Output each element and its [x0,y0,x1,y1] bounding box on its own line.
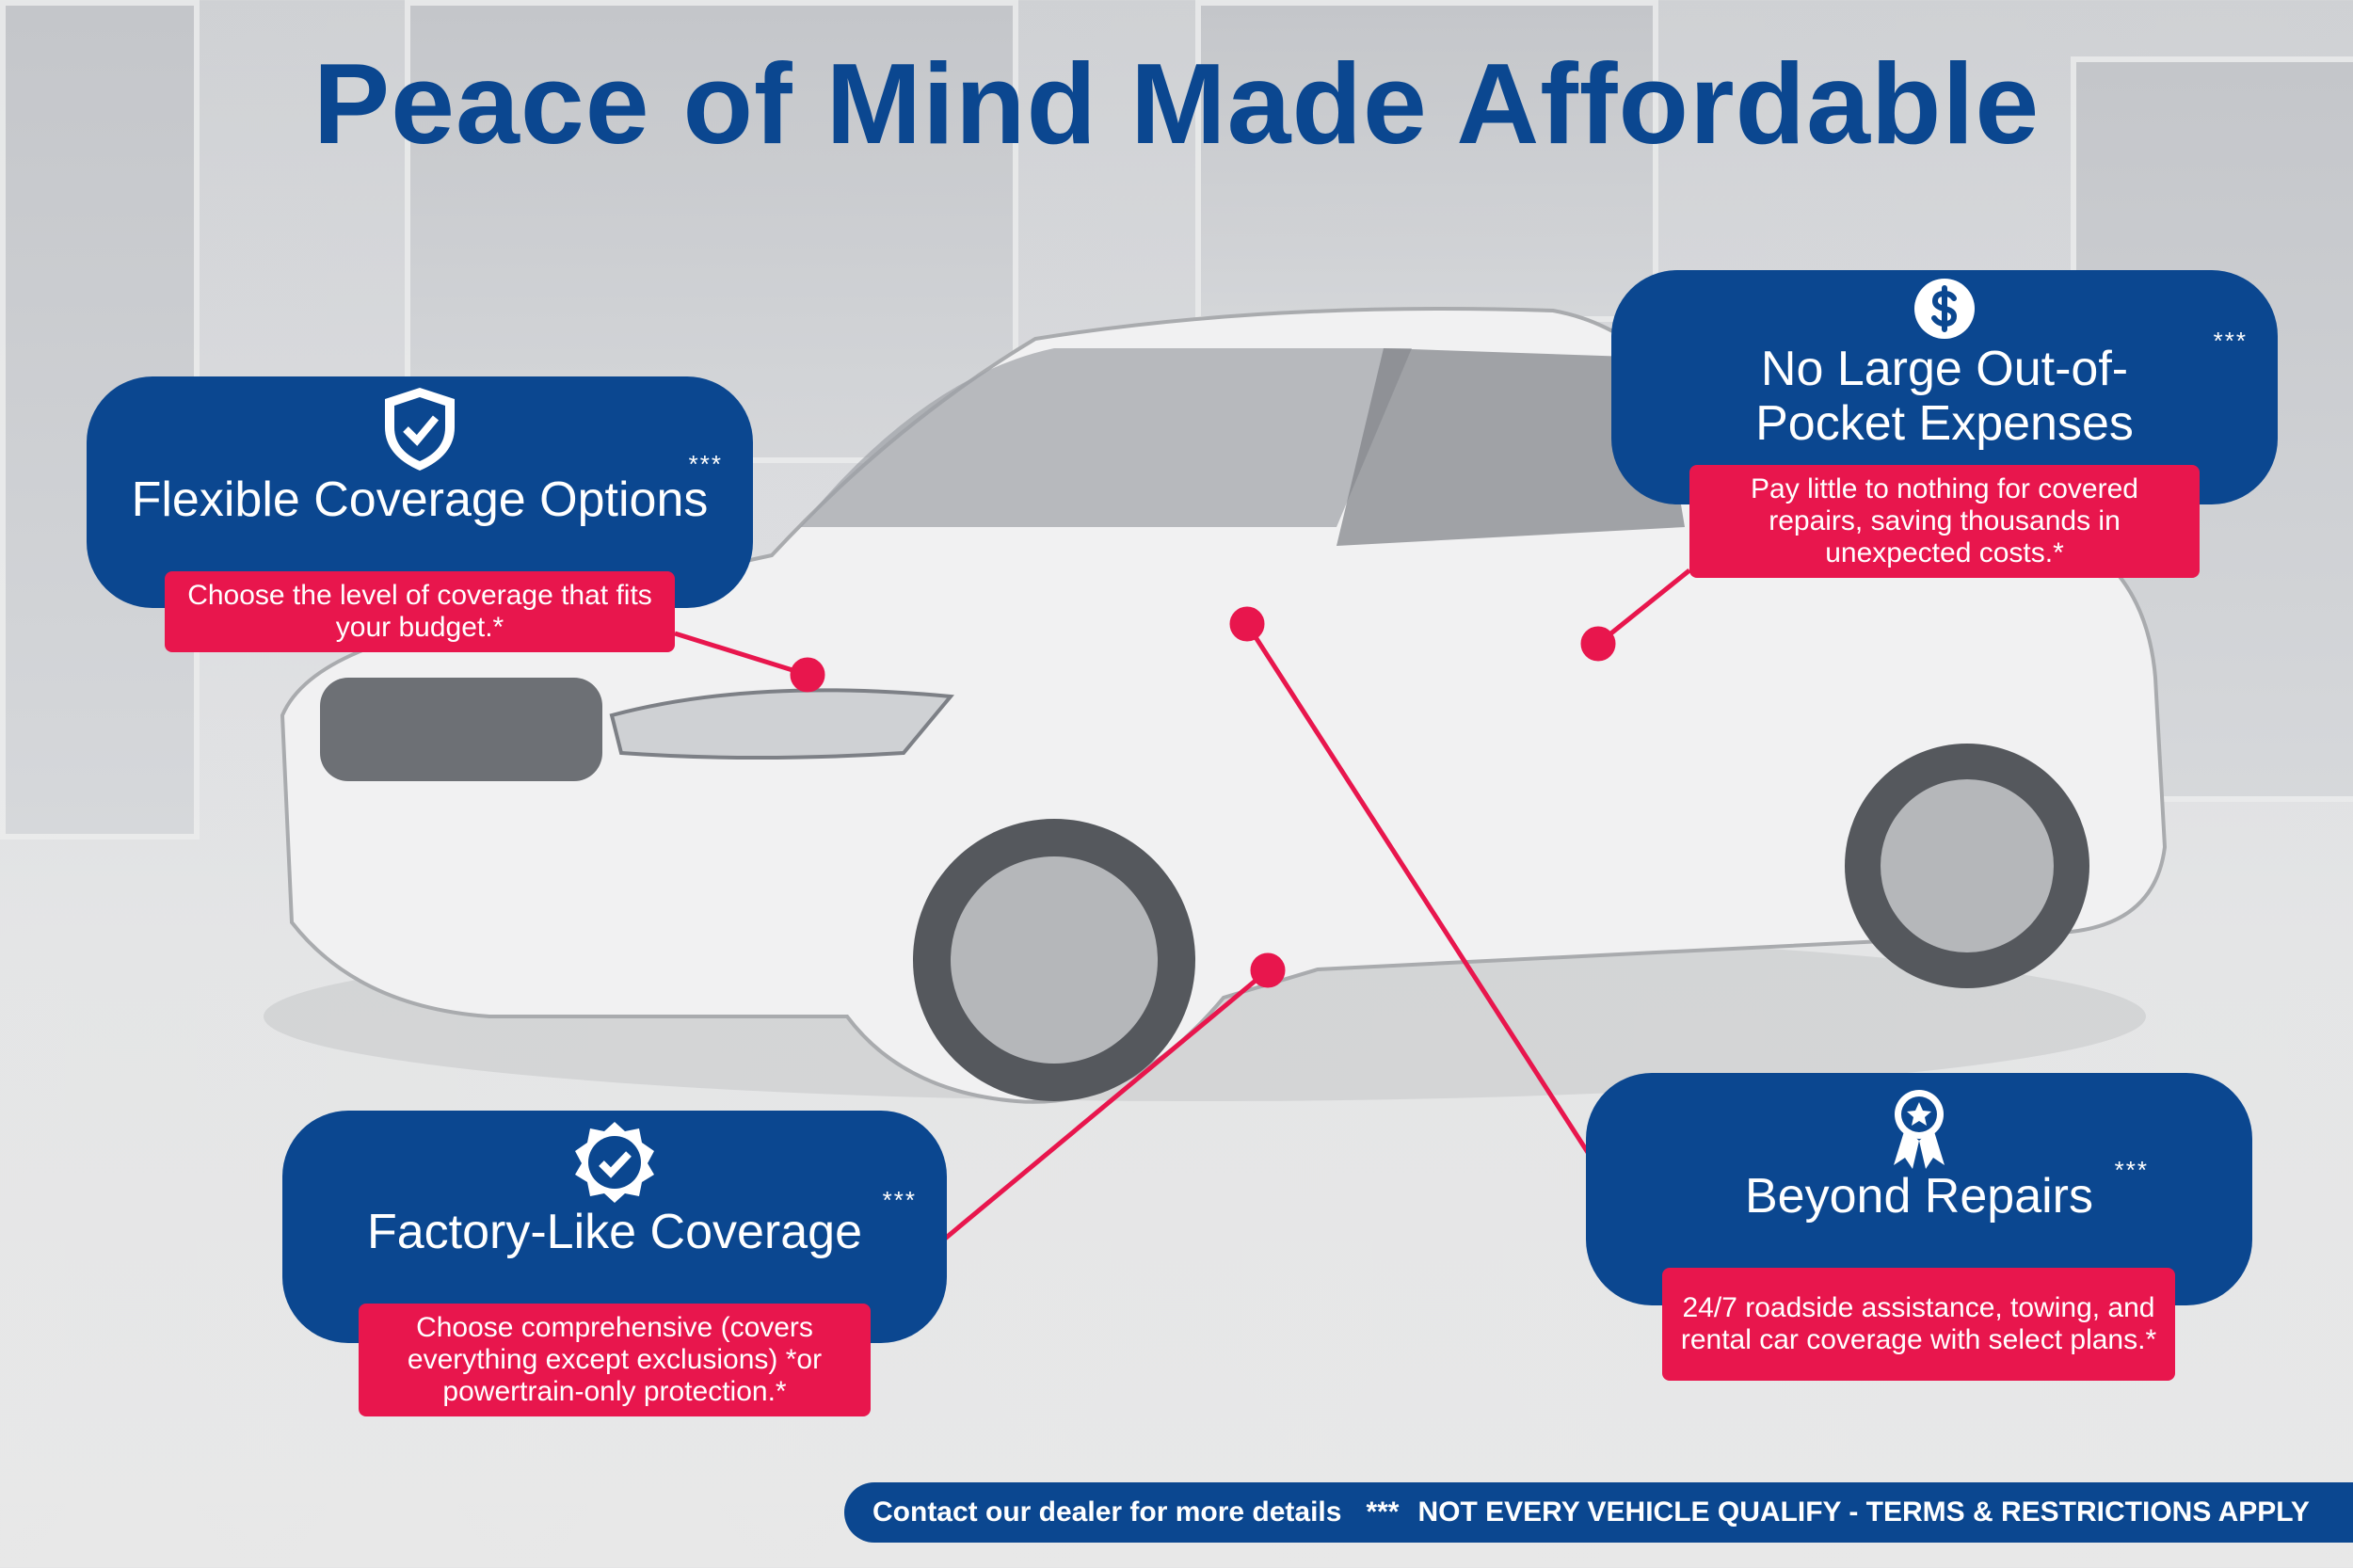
hotspot-dot [1580,626,1616,662]
car-windshield [800,348,1412,527]
hotspot-dot [1250,952,1286,988]
feature-heading: Flexible Coverage Options [131,472,709,527]
car-grille [320,678,602,781]
footer-disclaimer-bar: Contact our dealer for more details *** … [844,1482,2353,1543]
badge-check-icon [575,1122,654,1203]
feature-description: Choose comprehensive (covers everything … [359,1304,871,1416]
footer-contact-text: Contact our dealer for more details [872,1496,1342,1528]
feature-card-beyond-repairs: *** Beyond Repairs [1586,1073,2252,1305]
car-headlight [609,688,954,760]
asterisk-marker: *** [2114,1156,2149,1184]
feature-heading: Beyond Repairs [1745,1169,2093,1224]
award-ribbon-icon [1894,1090,1945,1169]
connector-line [1596,568,1691,646]
feature-heading: No Large Out-of-Pocket Expenses [1755,342,2134,451]
feature-description: Choose the level of coverage that fits y… [165,571,675,652]
asterisk-marker: *** [688,450,723,478]
connector-line [674,631,808,678]
asterisk-marker: *** [1366,1496,1400,1528]
hotspot-dot [790,657,825,693]
car-side-window [1337,348,1685,546]
hotspot-dot [1229,606,1265,642]
page-title: Peace of Mind Made Affordable [312,40,2041,168]
feature-description: 24/7 roadside assistance, towing, and re… [1662,1268,2175,1381]
footer-disclaimer-text: NOT EVERY VEHICLE QUALIFY - TERMS & REST… [1417,1496,2310,1528]
car-rear-wheel-rim [1881,779,2054,952]
asterisk-marker: *** [2213,327,2248,355]
feature-heading: Factory-Like Coverage [367,1205,862,1259]
asterisk-marker: *** [882,1186,917,1214]
feature-card-flexible-coverage: *** Flexible Coverage Options [87,376,753,608]
dollar-icon [1914,279,1975,339]
shield-check-icon [385,388,455,471]
car-front-wheel-rim [951,856,1158,1064]
feature-description: Pay little to nothing for covered repair… [1689,465,2200,578]
